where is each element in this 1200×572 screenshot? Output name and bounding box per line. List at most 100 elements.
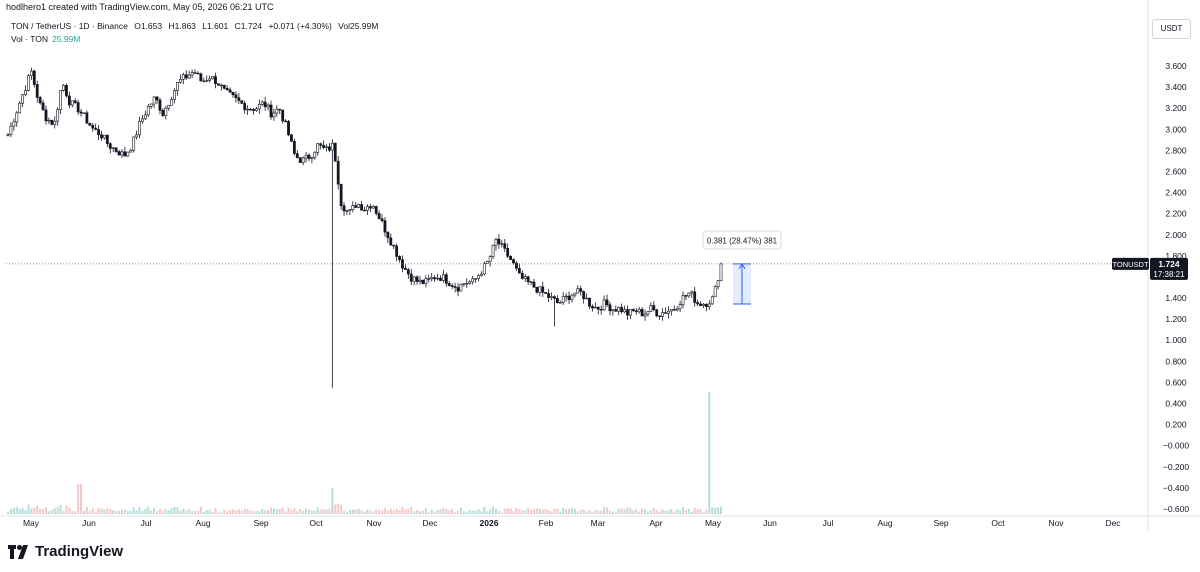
chart-author-line: hodlhero1 created with TradingView.com, …	[6, 2, 274, 12]
volume-bar	[275, 509, 278, 514]
x-tick-label: Oct	[309, 518, 323, 528]
candle	[9, 125, 13, 135]
x-tick-label: Sep	[253, 518, 268, 528]
candle	[702, 303, 705, 306]
volume-legend: Vol · TON 25.99M	[11, 34, 80, 44]
y-tick-label: 3.400	[1165, 82, 1187, 92]
volume-bar	[684, 509, 687, 514]
volume-bar	[699, 509, 702, 514]
candle	[79, 111, 83, 114]
volume-bar	[205, 510, 208, 514]
volume-bar	[147, 506, 150, 514]
candle	[444, 274, 448, 284]
candle	[366, 206, 369, 211]
candle	[398, 256, 401, 260]
volume-bar	[629, 508, 632, 514]
volume-label[interactable]: Vol · TON	[11, 34, 49, 44]
candle	[231, 91, 235, 96]
candle	[719, 263, 723, 282]
volume-bar	[424, 508, 427, 514]
candle	[599, 308, 603, 311]
candle	[456, 287, 460, 292]
volume-bar	[141, 510, 144, 514]
volume-bar	[404, 509, 407, 514]
volume-bar	[173, 506, 176, 514]
candle	[360, 204, 363, 211]
candle	[477, 275, 480, 279]
volume-bar	[655, 509, 658, 514]
candle	[392, 244, 396, 247]
y-tick-label: 1.200	[1165, 314, 1187, 324]
volume-bar	[53, 508, 56, 514]
ohlc-change: +0.071 (+4.30%)	[268, 21, 332, 31]
candle	[588, 297, 591, 307]
volume-bar	[243, 508, 246, 514]
volume-bar	[527, 507, 530, 514]
volume-bar	[690, 511, 693, 514]
symbol-name[interactable]: TON / TetherUS · 1D · Binance	[11, 21, 128, 31]
candle	[47, 119, 51, 122]
candle	[710, 296, 714, 305]
candle	[67, 95, 71, 106]
candle	[439, 277, 442, 281]
volume-bar	[585, 511, 588, 514]
candle	[567, 295, 571, 301]
volume-bar	[535, 508, 538, 514]
volume-bar	[597, 510, 600, 514]
candle	[135, 134, 138, 138]
x-tick-label: Dec	[1105, 518, 1121, 528]
candle	[436, 277, 439, 280]
y-tick-label: 1.000	[1165, 335, 1187, 345]
tradingview-logo-icon	[8, 544, 28, 559]
volume-bar	[702, 512, 705, 514]
candle	[105, 134, 109, 144]
volume-bar	[182, 508, 185, 514]
currency-button[interactable]: USDT	[1152, 19, 1191, 39]
candle	[65, 85, 68, 97]
candle	[269, 104, 273, 118]
volume-bar	[202, 511, 205, 514]
candle	[38, 97, 42, 104]
volume-bar	[623, 509, 626, 514]
volume-bar	[345, 512, 348, 514]
candle	[164, 107, 168, 116]
candle	[123, 151, 127, 157]
candle	[620, 306, 624, 313]
volume-bar	[91, 508, 94, 514]
volume-bar	[36, 506, 39, 514]
measure-label: 0.381 (28.47%) 381	[707, 237, 778, 246]
ohlc-open: O1.653	[134, 21, 163, 31]
candle	[12, 121, 16, 127]
volume-bar	[97, 507, 100, 514]
candle	[53, 120, 57, 125]
volume-bar	[550, 511, 553, 514]
y-tick-label: 2.400	[1165, 188, 1187, 198]
candle	[214, 76, 217, 85]
volume-bar	[494, 509, 497, 514]
candle	[593, 306, 597, 309]
volume-bar	[553, 509, 556, 514]
volume-bar	[457, 510, 460, 514]
price-tag-symbol: TONUSDT	[1112, 260, 1149, 269]
volume-bar	[503, 508, 506, 514]
volume-bar	[267, 510, 270, 514]
volume-bar	[591, 512, 594, 514]
candle	[605, 299, 609, 306]
volume-bar	[676, 509, 679, 514]
volume-bar	[226, 511, 229, 514]
candle	[310, 157, 314, 159]
volume-bar	[103, 509, 106, 514]
volume-bar	[524, 510, 527, 514]
volume-bar	[386, 510, 389, 514]
candle	[596, 306, 600, 310]
volume-bar	[191, 510, 194, 514]
volume-bar	[176, 507, 179, 514]
y-tick-label: −0.200	[1163, 462, 1190, 472]
candle	[433, 277, 437, 280]
volume-bar	[68, 507, 71, 514]
volume-bar	[664, 510, 667, 514]
volume-bar	[223, 509, 226, 514]
candle	[520, 272, 524, 279]
candle	[243, 103, 247, 111]
